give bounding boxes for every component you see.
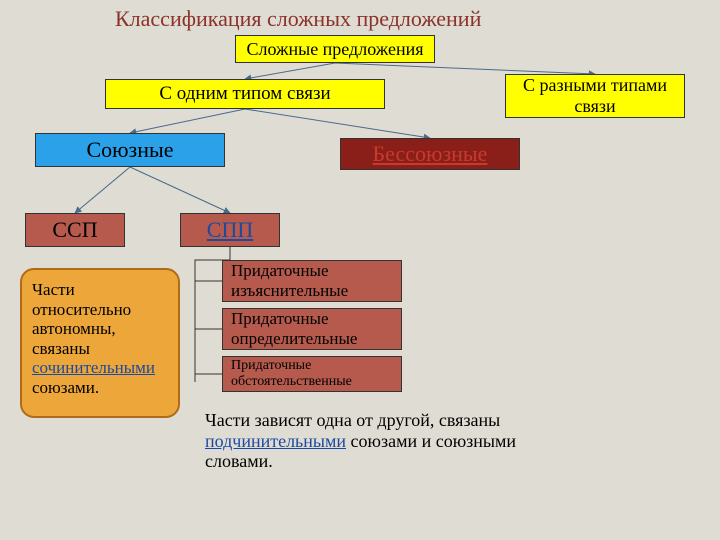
note-text: союзами. xyxy=(32,378,99,397)
node-spp[interactable]: СПП xyxy=(180,213,280,247)
diagram-title: Классификация сложных предложений xyxy=(115,6,481,32)
node-multi-type: С разными типами связи xyxy=(505,74,685,118)
node-asyndetic[interactable]: Бессоюзные xyxy=(340,138,520,170)
edge xyxy=(130,109,245,133)
note-spp: Части зависят одна от другой, связаны по… xyxy=(205,410,575,480)
node-subordinate-2-text: Придаточные определительные xyxy=(231,309,393,348)
note-text: Части зависят одна от другой, связаны xyxy=(205,410,500,430)
node-asyndetic-text: Бессоюзные xyxy=(373,141,488,166)
node-ssp-text: ССП xyxy=(52,217,97,242)
node-root: Сложные предложения xyxy=(235,35,435,63)
node-ssp: ССП xyxy=(25,213,125,247)
note-ssp: Части относительно автономны, связаны со… xyxy=(20,268,180,418)
node-root-text: Сложные предложения xyxy=(246,39,423,60)
edge xyxy=(245,109,430,138)
node-subordinate-1: Придаточные изъяснительные xyxy=(222,260,402,302)
node-subordinate-3-text: Придаточные обстоятельственные xyxy=(231,358,393,390)
node-subordinate-2: Придаточные определительные xyxy=(222,308,402,350)
note-link[interactable]: сочинительными xyxy=(32,358,155,377)
node-conjunctive: Союзные xyxy=(35,133,225,167)
diagram-title-text: Классификация сложных предложений xyxy=(115,6,481,31)
node-one-type: С одним типом связи xyxy=(105,79,385,109)
node-subordinate-3: Придаточные обстоятельственные xyxy=(222,356,402,392)
edge xyxy=(245,63,335,79)
node-conjunctive-text: Союзные xyxy=(86,137,173,162)
node-subordinate-1-text: Придаточные изъяснительные xyxy=(231,261,393,300)
note-text: Части относительно автономны, связаны xyxy=(32,280,131,358)
node-multi-type-text: С разными типами связи xyxy=(514,75,676,116)
note-link[interactable]: подчинительными xyxy=(205,431,346,451)
edge xyxy=(335,63,595,74)
node-one-type-text: С одним типом связи xyxy=(159,83,330,105)
edge xyxy=(75,167,130,213)
edge xyxy=(130,167,230,213)
node-spp-text: СПП xyxy=(207,217,253,242)
